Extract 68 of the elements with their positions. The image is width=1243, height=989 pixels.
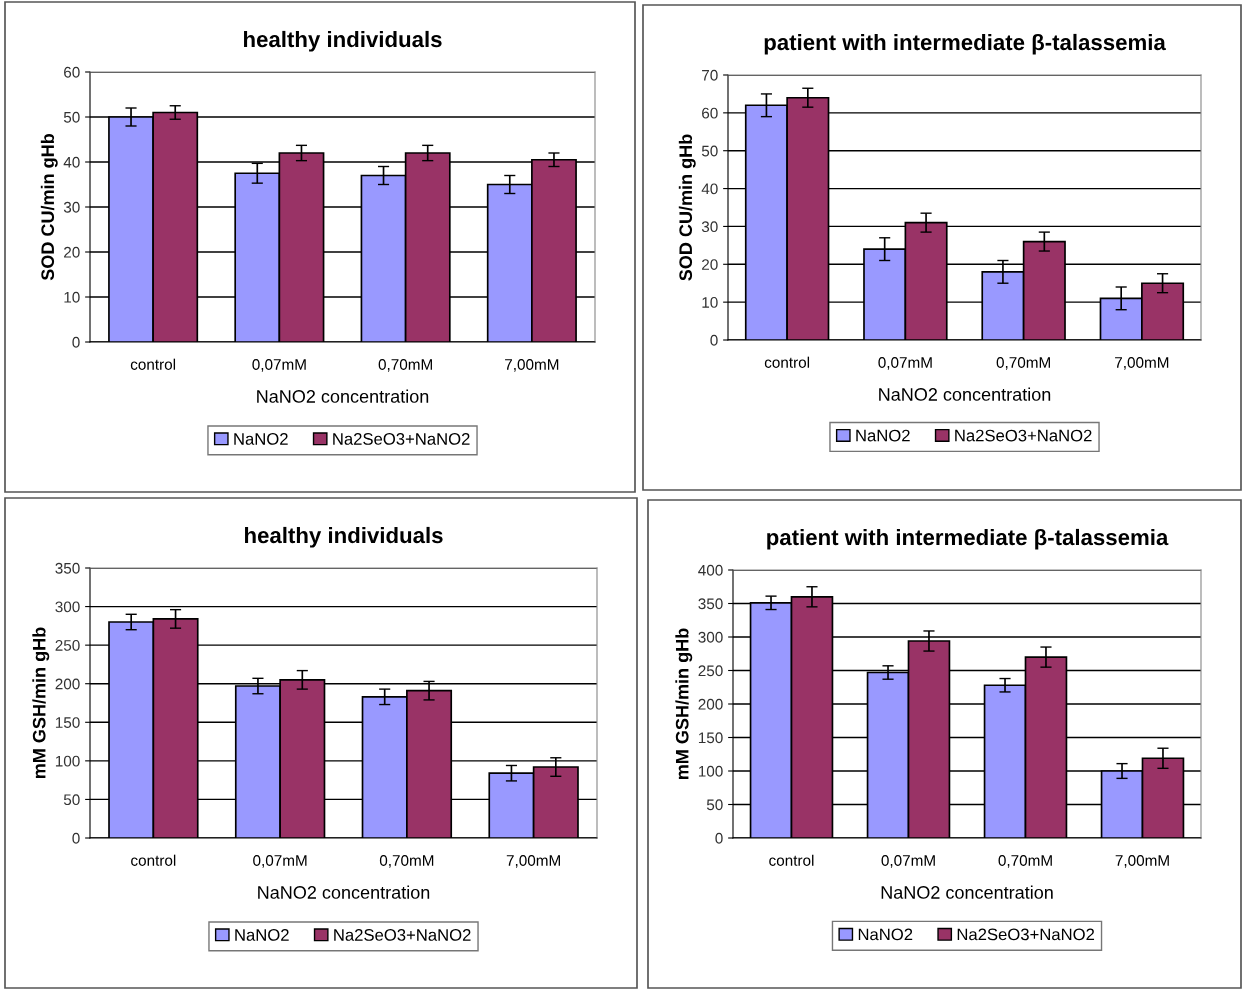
x-tick-label: 0,07mM [252,359,306,372]
y-axis-title: SOD CU/min gHb [40,134,58,281]
x-axis-title: NaNO2 concentration [258,885,430,899]
y-tick-label: 40 [63,156,80,168]
y-tick-label: 100 [55,755,80,767]
y-tick-label: 50 [706,799,723,811]
y-tick-label: 0 [72,336,80,348]
x-tick-label: 0,07mM [881,855,935,868]
y-tick-label: 250 [55,640,80,651]
legend-label: NaNO2 [858,928,913,941]
y-tick-label: 350 [55,562,80,574]
x-tick-label: control [764,356,810,368]
y-tick-label: 50 [63,111,80,123]
y-tick-label: 200 [698,698,723,710]
y-tick-label: 50 [63,794,80,806]
y-tick-label: 200 [55,678,80,690]
y-tick-label: 0 [710,334,718,346]
legend-label: Na2SeO3+NaNO2 [957,928,1095,941]
y-tick-label: 30 [63,201,80,213]
legend-label: NaNO2 [235,929,289,941]
x-tick-label: control [769,854,814,866]
x-tick-label: 0,07mM [878,357,932,370]
x-tick-label: 7,00mM [506,855,560,868]
y-tick-label: 350 [698,598,723,610]
y-tick-label: 60 [702,107,718,119]
x-tick-label: control [131,854,176,866]
x-tick-label: 0,70mM [378,359,432,372]
chart-title: healthy individuals [245,526,443,548]
y-tick-label: 0 [715,832,723,844]
y-tick-label: 150 [55,717,80,728]
y-tick-label: 250 [698,665,723,677]
x-tick-label: 0,70mM [379,855,434,868]
x-tick-label: 7,00mM [505,359,559,372]
y-tick-label: 10 [64,291,80,303]
x-axis-title: NaNO2 concentration [881,885,1053,899]
x-axis-title: NaNO2 concentration [879,387,1051,401]
legend-label: Na2SeO3+NaNO2 [333,433,470,445]
y-tick-label: 20 [64,246,80,258]
y-axis-title: mM GSH/min gHb [32,627,50,779]
x-tick-label: 0,07mM [253,855,307,868]
y-axis-title: mM GSH/min gHb [675,628,693,780]
y-axis-title: SOD CU/min gHb [678,134,696,281]
y-tick-label: 300 [55,601,80,613]
y-tick-label: 40 [701,183,718,195]
x-tick-label: control [130,358,176,370]
y-tick-label: 50 [701,145,718,157]
x-tick-label: 7,00mM [1115,855,1169,868]
chart-title: healthy individuals [244,30,442,52]
y-tick-label: 30 [701,221,718,233]
y-tick-label: 10 [702,297,718,308]
legend-label: NaNO2 [234,433,288,445]
y-tick-label: 70 [702,69,718,81]
y-tick-label: 60 [64,66,80,78]
chart-title: patient with intermediate β-talassemia [767,528,1169,550]
chart-title: patient with intermediate β-talassemia [764,33,1166,55]
y-tick-label: 20 [702,259,718,270]
y-tick-label: 100 [698,765,723,777]
y-tick-label: 300 [698,631,723,643]
legend-label: NaNO2 [856,429,910,442]
x-tick-label: 0,70mM [998,855,1052,868]
y-tick-label: 0 [72,832,80,844]
y-tick-label: 150 [698,732,723,744]
x-tick-label: 0,70mM [996,357,1050,370]
x-axis-title: NaNO2 concentration [257,389,429,403]
legend-label: Na2SeO3+NaNO2 [334,929,471,941]
legend-label: Na2SeO3+NaNO2 [955,429,1092,442]
x-tick-label: 7,00mM [1115,357,1169,370]
y-tick-label: 400 [698,564,723,576]
